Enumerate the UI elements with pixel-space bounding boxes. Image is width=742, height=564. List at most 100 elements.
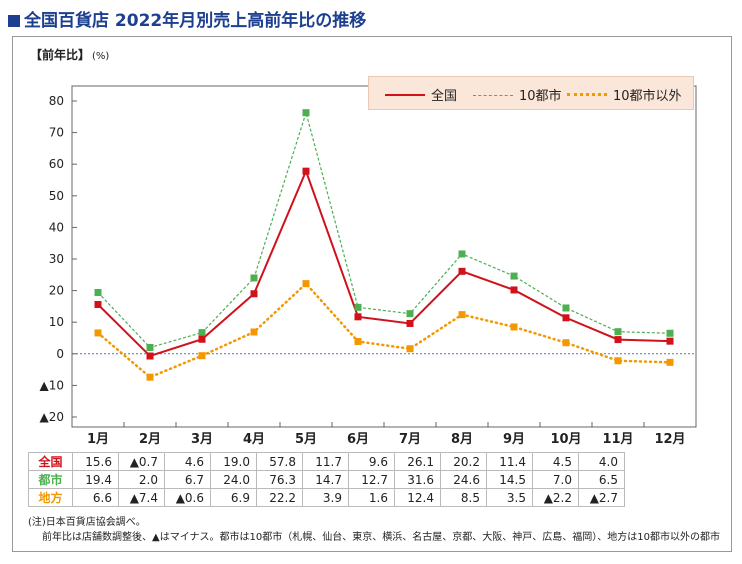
table-row-header: 都市 xyxy=(28,470,73,489)
data-point-10cities xyxy=(666,329,674,337)
x-tick-label: 11月 xyxy=(602,432,633,447)
data-point-others xyxy=(562,339,570,347)
series-line-national xyxy=(97,168,671,358)
legend-item-10cities: 10都市 xyxy=(473,85,562,104)
data-point-10cities xyxy=(302,109,310,117)
table-cell: 3.9 xyxy=(302,488,349,507)
data-point-others xyxy=(406,345,414,353)
table-cell: 6.9 xyxy=(210,488,257,507)
table-cell: 19.0 xyxy=(210,452,257,471)
table-row-header: 地方 xyxy=(28,488,73,507)
data-point-others xyxy=(614,357,622,365)
data-point-national xyxy=(510,286,518,294)
table-cell: 11.7 xyxy=(302,452,349,471)
table-cell: 9.6 xyxy=(348,452,395,471)
x-tick-label: 4月 xyxy=(243,432,265,447)
data-point-10cities xyxy=(614,328,622,336)
table-cell: 3.5 xyxy=(486,488,533,507)
table-cell: 14.7 xyxy=(302,470,349,489)
data-point-national xyxy=(94,301,102,309)
data-point-10cities xyxy=(146,343,154,351)
data-point-national xyxy=(250,290,258,298)
table-cell: 2.0 xyxy=(118,470,165,489)
data-point-national xyxy=(458,267,466,275)
x-tick-label: 2月 xyxy=(139,432,161,447)
y-tick-label: 10 xyxy=(49,315,64,329)
table-cell: 20.2 xyxy=(440,452,487,471)
table-cell: 19.4 xyxy=(72,470,119,489)
data-point-others xyxy=(510,323,518,331)
data-point-10cities xyxy=(354,303,362,311)
y-tick-label: 30 xyxy=(49,252,64,266)
table-cell: 57.8 xyxy=(256,452,303,471)
table-cell: 26.1 xyxy=(394,452,441,471)
y-tick-label: ▲10 xyxy=(40,378,65,392)
data-point-national xyxy=(666,337,674,345)
x-tick-label: 1月 xyxy=(87,432,109,447)
legend-label-10cities: 10都市 xyxy=(519,89,562,104)
y-tick-label: 50 xyxy=(49,189,64,203)
series-line-10cities xyxy=(97,110,671,349)
table-cell: ▲0.7 xyxy=(118,452,165,471)
chart-title: 全国百貨店 2022年月別売上高前年比の推移 xyxy=(8,6,366,31)
data-point-national xyxy=(146,352,154,360)
table-cell: 8.5 xyxy=(440,488,487,507)
table-row: 全国 15.6 ▲0.7 4.6 19.0 57.8 11.7 9.6 26.1 20.2 11.4… xyxy=(28,452,625,471)
y-tick-label: 70 xyxy=(49,126,64,140)
data-point-10cities xyxy=(562,304,570,312)
data-point-others xyxy=(146,373,154,381)
table-cell: 22.2 xyxy=(256,488,303,507)
y-tick-label: 0 xyxy=(56,347,64,361)
table-cell: 4.6 xyxy=(164,452,211,471)
data-table: 全国 15.6 ▲0.7 4.6 19.0 57.8 11.7 9.6 26.1 20.2 11.4… xyxy=(28,452,625,507)
y-tick-label: ▲20 xyxy=(40,410,65,424)
data-point-others xyxy=(198,352,206,360)
note-source: (注)日本百貨店協会調べ。 xyxy=(28,517,146,528)
table-cell: 31.6 xyxy=(394,470,441,489)
data-point-10cities xyxy=(250,274,258,282)
table-cell: 15.6 xyxy=(72,452,119,471)
y-axis-label-text: 【前年比】 xyxy=(30,48,91,62)
table-cell: 12.7 xyxy=(348,470,395,489)
legend-swatch-others xyxy=(567,93,607,96)
legend-item-others: 10都市以外 xyxy=(567,85,682,104)
data-point-national xyxy=(562,314,570,322)
table-cell: 6.7 xyxy=(164,470,211,489)
data-point-others xyxy=(458,311,466,319)
x-tick-label: 10月 xyxy=(550,432,581,447)
table-cell: 12.4 xyxy=(394,488,441,507)
data-point-national xyxy=(406,319,414,327)
x-tick-label: 5月 xyxy=(295,432,317,447)
data-point-others xyxy=(666,358,674,366)
y-tick-label: 20 xyxy=(49,284,64,298)
table-cell: 4.5 xyxy=(532,452,579,471)
note-definition: 前年比は店舗数調整後、▲はマイナス。都市は10都市（札幌、仙台、東京、横浜、名古… xyxy=(42,532,720,543)
x-tick-label: 12月 xyxy=(654,432,685,447)
data-point-10cities xyxy=(198,329,206,337)
legend-item-national: 全国 xyxy=(385,85,457,104)
data-point-national xyxy=(302,167,310,175)
table-cell: 6.5 xyxy=(578,470,625,489)
data-point-10cities xyxy=(458,250,466,258)
legend-label-others: 10都市以外 xyxy=(613,89,682,104)
legend-label-national: 全国 xyxy=(431,89,458,104)
legend-swatch-10cities xyxy=(473,95,513,96)
x-tick-label: 3月 xyxy=(191,432,213,447)
y-tick-label: 40 xyxy=(49,220,64,234)
table-row: 都市 19.4 2.0 6.7 24.0 76.3 14.7 12.7 31.6 24.6 14.5… xyxy=(28,470,625,489)
title-square-icon xyxy=(8,15,20,27)
plot-area xyxy=(71,85,697,428)
x-tick-label: 6月 xyxy=(347,432,369,447)
table-row: 地方 6.6 ▲7.4 ▲0.6 6.9 22.2 3.9 1.6 12.4 8.5 3.5 ▲2.2… xyxy=(28,488,625,507)
x-tick-label: 8月 xyxy=(451,432,473,447)
table-cell: 1.6 xyxy=(348,488,395,507)
data-point-10cities xyxy=(510,272,518,280)
table-cell: ▲2.7 xyxy=(578,488,625,507)
chart-title-text: 全国百貨店 2022年月別売上高前年比の推移 xyxy=(24,11,367,31)
data-point-10cities xyxy=(94,288,102,296)
data-point-others xyxy=(354,337,362,345)
table-cell: 14.5 xyxy=(486,470,533,489)
data-point-national xyxy=(198,335,206,343)
data-point-10cities xyxy=(406,310,414,318)
